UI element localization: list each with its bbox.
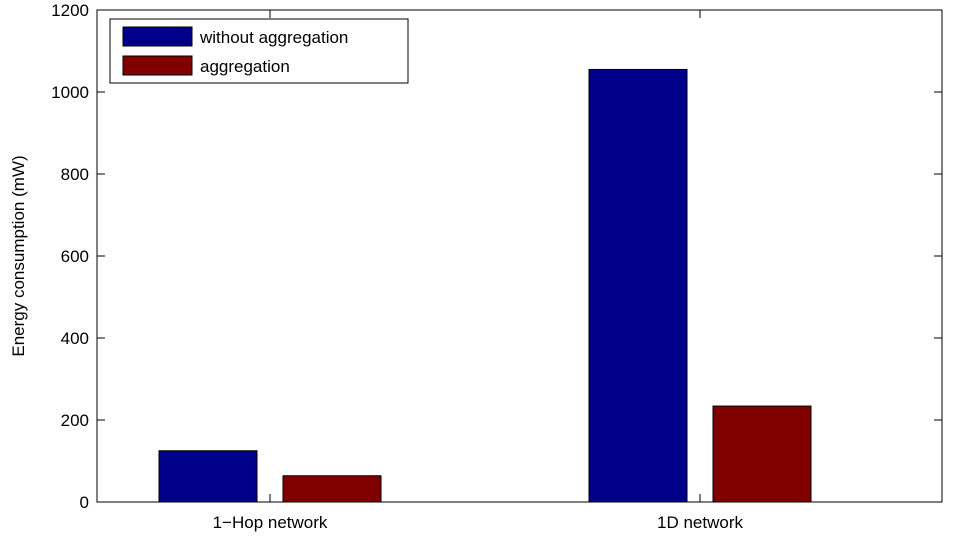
bars-layer <box>158 68 812 503</box>
y-tick-label: 400 <box>61 329 89 348</box>
y-tick-label: 0 <box>80 493 89 512</box>
bar-without-aggregation-0 <box>158 450 258 503</box>
legend-swatch <box>122 55 193 76</box>
ticks-layer: 0 200 400 600 800 1000 1200 1−Hop network 1D net… <box>51 1 942 532</box>
y-tick-label: 1000 <box>51 83 89 102</box>
legend-label: without aggregation <box>199 28 348 47</box>
y-tick-label: 1200 <box>51 1 89 20</box>
legend: without aggregation aggregation <box>109 18 409 84</box>
x-tick-label: 1−Hop network <box>213 513 328 532</box>
y-tick-label: 200 <box>61 411 89 430</box>
legend-label: aggregation <box>200 57 290 76</box>
x-tick-label: 1D network <box>657 513 743 532</box>
y-axis-title: Energy consumption (mW) <box>9 155 28 356</box>
bar-aggregation-1 <box>712 405 812 503</box>
legend-swatch <box>122 26 193 47</box>
bar-aggregation-0 <box>282 475 382 503</box>
y-tick-label: 600 <box>61 247 89 266</box>
bar-without-aggregation-1 <box>588 68 688 503</box>
plot-frame <box>96 9 943 503</box>
y-tick-label: 800 <box>61 165 89 184</box>
